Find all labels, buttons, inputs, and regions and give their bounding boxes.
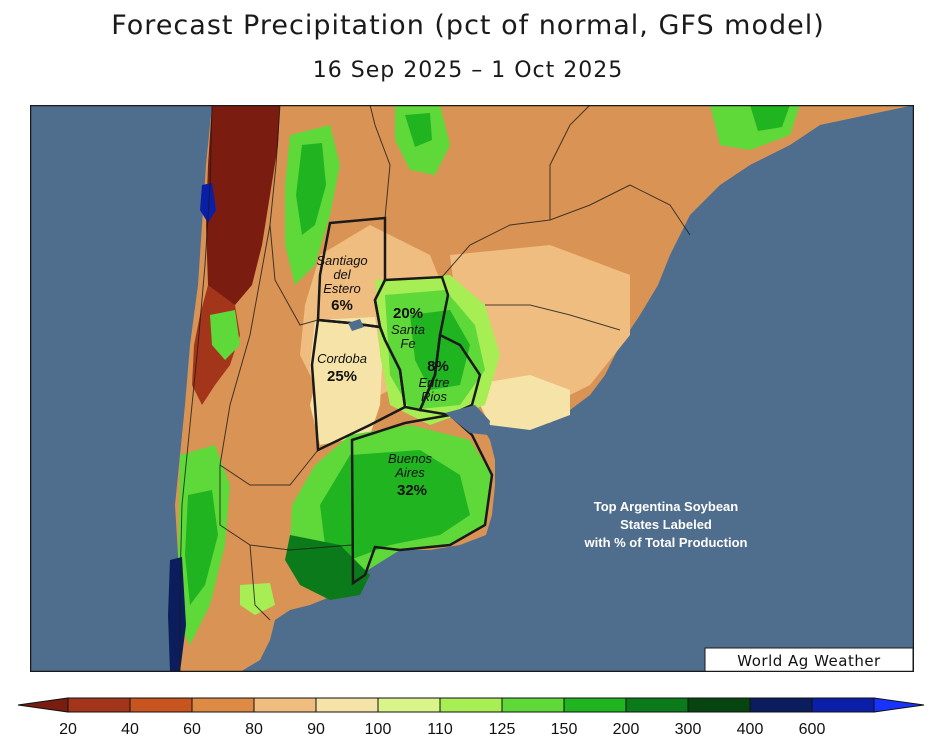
legend-swatch xyxy=(439,697,503,713)
province-name-line: Aires xyxy=(394,465,425,480)
legend-tick-label: 100 xyxy=(365,721,392,738)
province-pct: 8% xyxy=(427,358,449,375)
province-name-line: Cordoba xyxy=(317,351,367,366)
credit-text: World Ag Weather xyxy=(737,652,881,670)
province-name-line: Santa xyxy=(391,322,425,337)
province-name-line: Rios xyxy=(421,389,448,404)
province-name-line: Fe xyxy=(400,336,415,351)
legend-swatch xyxy=(811,697,875,713)
credit-box xyxy=(704,647,914,672)
legend-arrow-high xyxy=(873,697,925,713)
note-line: Top Argentina Soybean xyxy=(594,499,739,514)
legend-tick-label: 110 xyxy=(427,721,453,738)
province-name-line: del xyxy=(333,267,351,282)
legend-arrow-low xyxy=(17,697,69,713)
legend-tick-label: 125 xyxy=(489,721,516,738)
province-buenos-aires: Buenos Aires 32% xyxy=(388,451,433,499)
legend-tick-label: 80 xyxy=(245,721,263,738)
legend-tick-label: 90 xyxy=(307,721,325,738)
legend-tick-label: 400 xyxy=(737,721,764,738)
legend-swatch xyxy=(129,697,193,713)
legend-swatch xyxy=(749,697,813,713)
legend-swatch xyxy=(253,697,317,713)
legend-tick-label: 150 xyxy=(551,721,578,738)
legend-tick-label: 20 xyxy=(59,721,77,738)
legend-swatch xyxy=(191,697,255,713)
province-santa-fe: 20% Santa Fe xyxy=(391,305,425,351)
legend-swatch xyxy=(315,697,379,713)
legend-swatch xyxy=(67,697,131,713)
legend-tick-label: 40 xyxy=(121,721,139,738)
province-name-line: Buenos xyxy=(388,451,433,466)
legend-tick-label: 60 xyxy=(183,721,201,738)
legend-swatch xyxy=(377,697,441,713)
legend-note: Top Argentina Soybean States Labeled wit… xyxy=(584,499,748,550)
province-santiago-del-estero: Santiago del Estero 6% xyxy=(316,253,367,314)
province-name-line: Estero xyxy=(323,281,361,296)
legend-swatch xyxy=(687,697,751,713)
legend-tick-label: 300 xyxy=(675,721,702,738)
province-cordoba: Cordoba 25% xyxy=(317,351,367,385)
color-legend: 20 40 60 80 90 100 110 125 150 200 300 400 600 xyxy=(17,697,925,738)
note-line: States Labeled xyxy=(620,517,712,532)
legend-swatch xyxy=(501,697,565,713)
province-pct: 20% xyxy=(393,305,423,322)
province-entre-rios: 8% Entre Rios xyxy=(418,358,449,404)
date-range-subtitle: 16 Sep 2025 – 1 Oct 2025 xyxy=(312,58,624,83)
note-line: with % of Total Production xyxy=(584,535,748,550)
legend-tick-label: 600 xyxy=(799,721,826,738)
province-name-line: Santiago xyxy=(316,253,367,268)
map-title: Forecast Precipitation (pct of normal, G… xyxy=(111,10,825,41)
province-pct: 6% xyxy=(331,297,353,314)
legend-swatch xyxy=(563,697,627,713)
precipitation-map: Santiago del Estero 6% 20% Santa Fe Cord… xyxy=(30,105,914,672)
province-pct: 25% xyxy=(327,368,357,385)
province-name-line: Entre xyxy=(418,375,449,390)
province-pct: 32% xyxy=(397,482,427,499)
legend-swatch xyxy=(625,697,689,713)
legend-tick-label: 200 xyxy=(613,721,640,738)
